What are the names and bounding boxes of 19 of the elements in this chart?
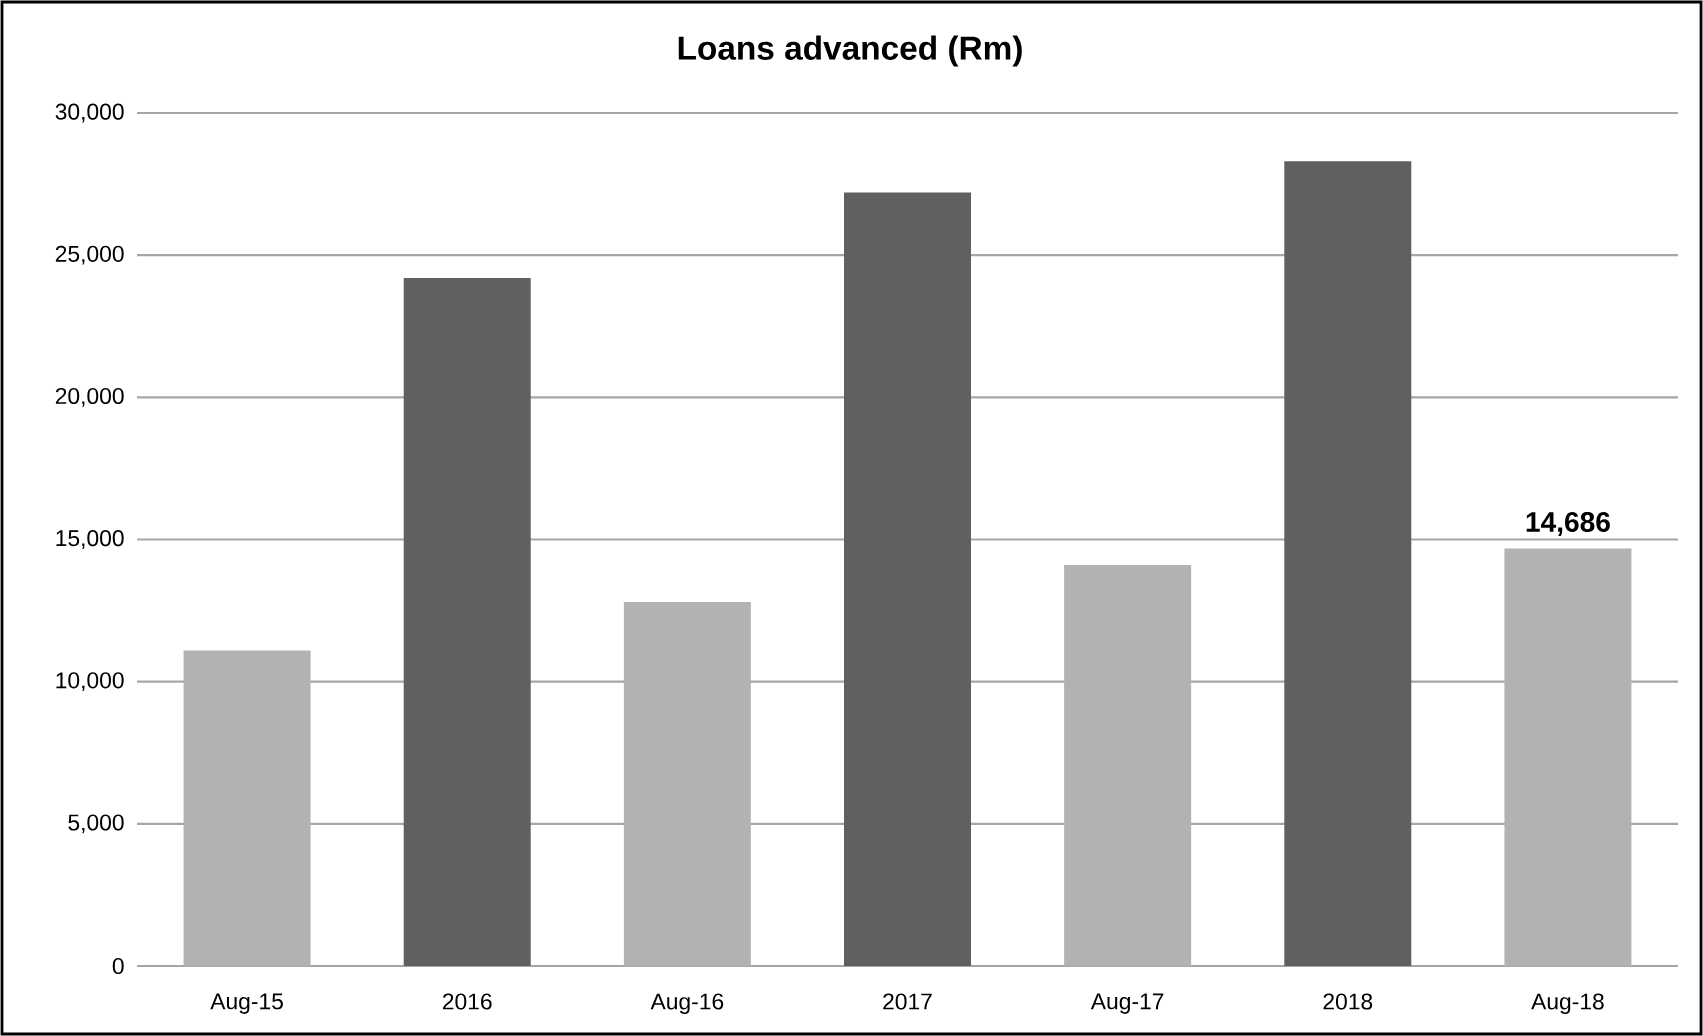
bar (843, 192, 972, 966)
y-tick-label: 0 (112, 957, 124, 975)
x-tick-label: 2018 (1323, 993, 1373, 1010)
x-tick-label: Aug-15 (210, 993, 283, 1014)
x-tick-label: Aug-18 (1531, 993, 1604, 1015)
bar (403, 277, 531, 966)
y-tick-label: 25,000 (55, 245, 124, 265)
data-label: 14,686 (1526, 512, 1610, 537)
y-tick-label: 30,000 (55, 103, 124, 123)
x-tick-label: Aug-16 (650, 993, 724, 1015)
x-tick-label: Aug-17 (1090, 993, 1164, 1014)
x-tick-label: 2016 (442, 993, 492, 1010)
chart-title: Loans advanced (Rm) (678, 35, 1022, 67)
y-tick-label: 5,000 (68, 814, 124, 834)
y-tick-label: 10,000 (56, 672, 124, 692)
y-tick-label: 15,000 (56, 530, 124, 549)
x-tick-label: 2017 (883, 993, 932, 1010)
bar (1284, 161, 1412, 966)
y-tick-label: 20,000 (55, 387, 124, 407)
